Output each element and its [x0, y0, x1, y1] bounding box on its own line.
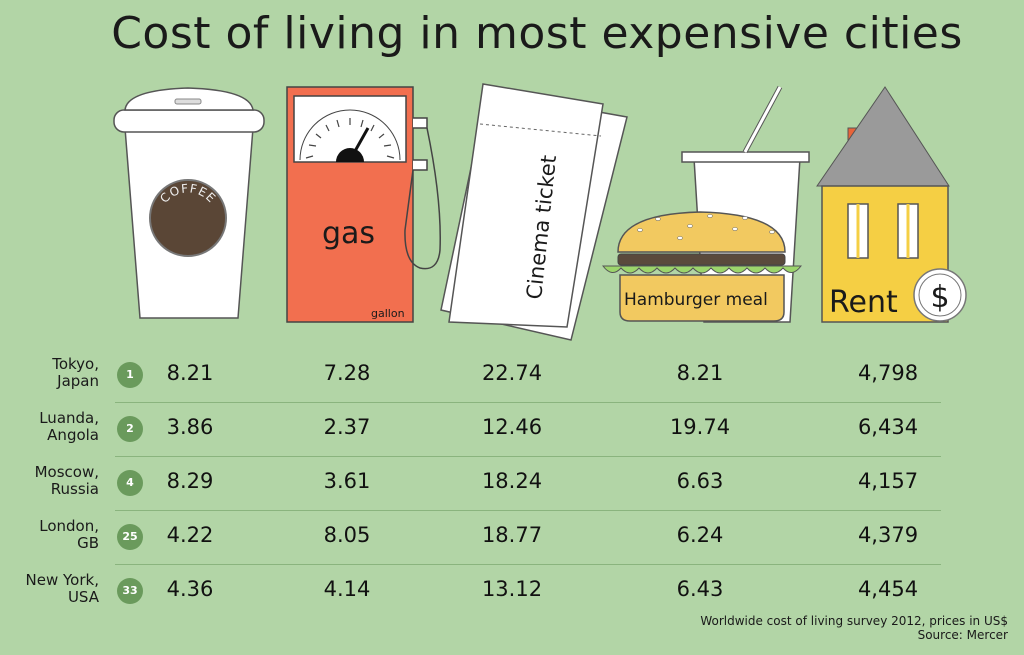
row-divider [115, 510, 941, 511]
value-cell: 2.37 [323, 415, 371, 439]
city-name: Tokyo, Japan [52, 356, 99, 390]
city-name: London, GB [39, 518, 99, 552]
city-name: Moscow, Russia [35, 464, 99, 498]
table-row: Luanda, Angola 2 3.86 2.37 12.46 19.74 6,434 [0, 402, 1024, 456]
country-line: GB [77, 534, 99, 552]
row-divider [115, 564, 941, 565]
coffee-cup-icon: COFFEE [113, 87, 265, 319]
value-cell: 19.74 [669, 415, 731, 439]
footer-note: Worldwide cost of living survey 2012, pr… [700, 614, 1008, 628]
value-cell: 18.77 [481, 523, 543, 547]
dollar-coin-icon [913, 268, 967, 322]
row-divider [115, 402, 941, 403]
value-cell: 6.63 [676, 469, 724, 493]
illustrations: COFFEE gas gallon Cin [113, 83, 967, 341]
value-cell: 4,379 [857, 523, 919, 547]
city-line: Luanda, [39, 409, 99, 427]
gas-label: gas [322, 216, 375, 251]
footer: Worldwide cost of living survey 2012, pr… [700, 614, 1008, 642]
value-cell: 6.43 [676, 577, 724, 601]
value-cell: 3.61 [323, 469, 371, 493]
rank-badge: 33 [117, 578, 143, 604]
table-row: Moscow, Russia 4 8.29 3.61 18.24 6.63 4,157 [0, 456, 1024, 510]
value-cell: 4,454 [857, 577, 919, 601]
value-cell: 4,798 [857, 361, 919, 385]
city-line: New York, [25, 571, 99, 589]
gas-pump-icon: gas gallon [286, 86, 441, 323]
value-cell: 4,157 [857, 469, 919, 493]
city-line: London, [39, 517, 99, 535]
hamburger-meal-icon: Hamburger meal [601, 85, 810, 323]
table-row: London, GB 25 4.22 8.05 18.77 6.24 4,379 [0, 510, 1024, 564]
cinema-ticket-icon: Cinema ticket [440, 83, 628, 341]
footer-source: Source: Mercer [917, 628, 1008, 642]
value-cell: 4.14 [323, 577, 371, 601]
rank-badge: 2 [117, 416, 143, 442]
value-cell: 8.21 [166, 361, 214, 385]
country-line: Russia [50, 480, 99, 498]
rent-label: Rent [829, 285, 898, 320]
rank-badge: 1 [117, 362, 143, 388]
rank-badge: 4 [117, 470, 143, 496]
value-cell: 6.24 [676, 523, 724, 547]
hamburger-label: Hamburger meal [624, 290, 768, 310]
city-name: Luanda, Angola [39, 410, 99, 444]
rank-badge: 25 [117, 524, 143, 550]
gallon-label: gallon [371, 307, 405, 320]
value-cell: 12.46 [481, 415, 543, 439]
page-title: Cost of living in most expensive cities [111, 8, 963, 59]
row-divider [115, 456, 941, 457]
value-cell: 22.74 [481, 361, 543, 385]
rent-house-icon: Rent $ [816, 86, 967, 323]
table-row: New York, USA 33 4.36 4.14 13.12 6.43 4,454 [0, 564, 1024, 618]
value-cell: 4.22 [166, 523, 214, 547]
country-line: Japan [57, 372, 99, 390]
city-line: Moscow, [34, 463, 99, 481]
value-cell: 13.12 [481, 577, 543, 601]
city-line: Tokyo, [52, 355, 99, 373]
value-cell: 7.28 [323, 361, 371, 385]
dollar-label: $ [930, 280, 949, 315]
value-cell: 6,434 [857, 415, 919, 439]
value-cell: 4.36 [166, 577, 214, 601]
value-cell: 8.21 [676, 361, 724, 385]
value-cell: 8.29 [166, 469, 214, 493]
value-cell: 18.24 [481, 469, 543, 493]
value-cell: 8.05 [323, 523, 371, 547]
value-cell: 3.86 [166, 415, 214, 439]
country-line: Angola [47, 426, 99, 444]
city-name: New York, USA [26, 572, 99, 606]
country-line: USA [67, 588, 99, 606]
table-row: Tokyo, Japan 1 8.21 7.28 22.74 8.21 4,798 [0, 348, 1024, 402]
